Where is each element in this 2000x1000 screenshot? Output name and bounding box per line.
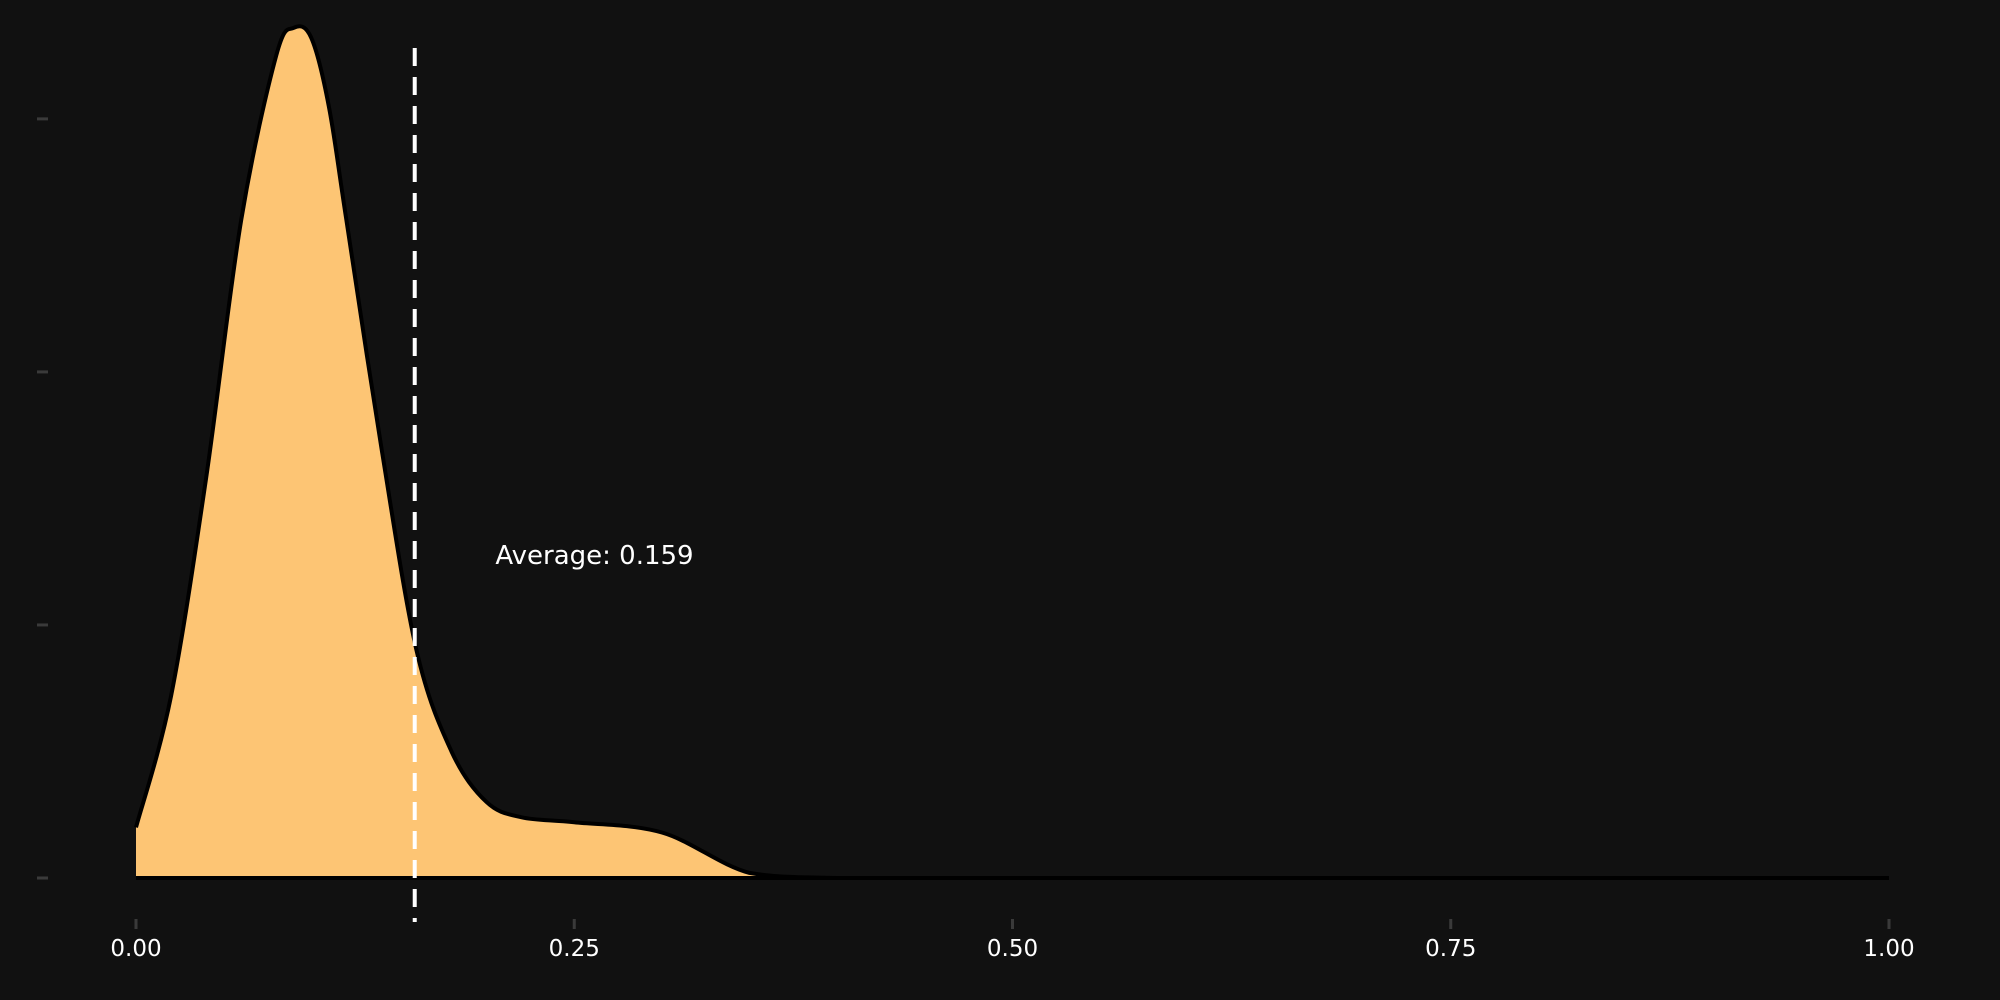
x-axis-ticks: 0.00 0.25 0.50 0.75 1.00 — [110, 919, 1915, 962]
density-area — [136, 26, 1889, 879]
x-tick-label: 0.75 — [1425, 936, 1476, 962]
x-tick-label: 1.00 — [1863, 936, 1914, 962]
average-annotation: Average: 0.159 — [495, 541, 693, 571]
x-tick-label: 0.50 — [987, 936, 1038, 962]
y-axis-ticks — [37, 117, 48, 880]
x-tick-label: 0.25 — [549, 936, 600, 962]
x-tick-label: 0.00 — [110, 936, 161, 962]
